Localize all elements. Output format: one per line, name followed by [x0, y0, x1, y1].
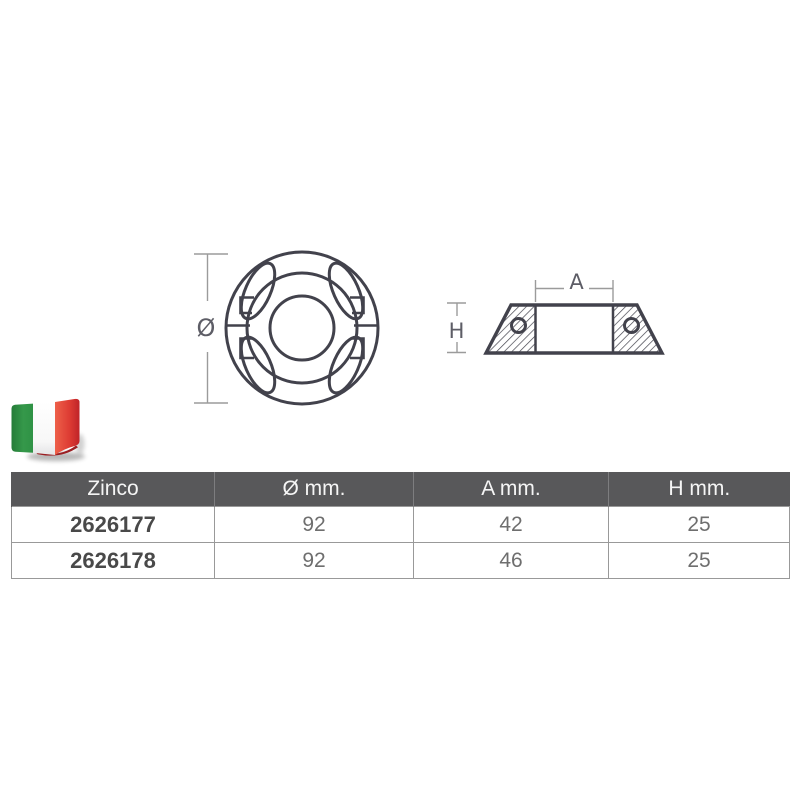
h-label: H: [449, 319, 465, 343]
split-line-left: [226, 296, 254, 360]
column-header-diameter: Ø mm.: [214, 472, 414, 507]
middle-circle: [245, 271, 359, 385]
bolt-hole-left: [510, 317, 527, 334]
table-row: 2626177 92 42 25: [11, 506, 790, 543]
column-header-h: H mm.: [608, 472, 790, 507]
side-view: A H: [447, 270, 665, 355]
h-dimension: H: [447, 302, 466, 354]
anode-slots: [239, 261, 365, 395]
technical-drawing: Ø: [194, 250, 665, 406]
diameter-value: 92: [214, 542, 414, 579]
a-value: 42: [413, 506, 609, 543]
hatched-block-left: [486, 305, 536, 353]
column-header-a: A mm.: [413, 472, 609, 507]
italy-flag-icon: [11, 398, 85, 462]
a-value: 46: [413, 542, 609, 579]
bolt-hole-right: [623, 317, 640, 334]
diameter-value: 92: [214, 506, 414, 543]
front-view: Ø: [194, 250, 380, 406]
split-line-right: [350, 296, 378, 360]
spec-table: Zinco Ø mm. A mm. H mm. 2626177 92 42 25…: [11, 472, 790, 579]
diameter-label: Ø: [197, 314, 216, 342]
part-code: 2626177: [11, 506, 215, 543]
a-label: A: [569, 270, 584, 294]
outer-circle: [224, 250, 380, 406]
section-outline: [483, 303, 665, 355]
bore-circle: [268, 294, 336, 362]
table-row: 2626178 92 46 25: [11, 542, 790, 579]
a-dimension: A: [534, 270, 614, 302]
flag-white-band: [33, 402, 55, 455]
flag-red-band: [55, 398, 80, 455]
diameter-dimension: Ø: [194, 253, 228, 404]
h-value: 25: [608, 542, 790, 579]
flag-green-band: [11, 403, 33, 453]
column-header-zinco: Zinco: [11, 472, 215, 507]
header-row: Zinco Ø mm. A mm. H mm.: [11, 472, 790, 507]
h-value: 25: [608, 506, 790, 543]
part-code: 2626178: [11, 542, 215, 579]
